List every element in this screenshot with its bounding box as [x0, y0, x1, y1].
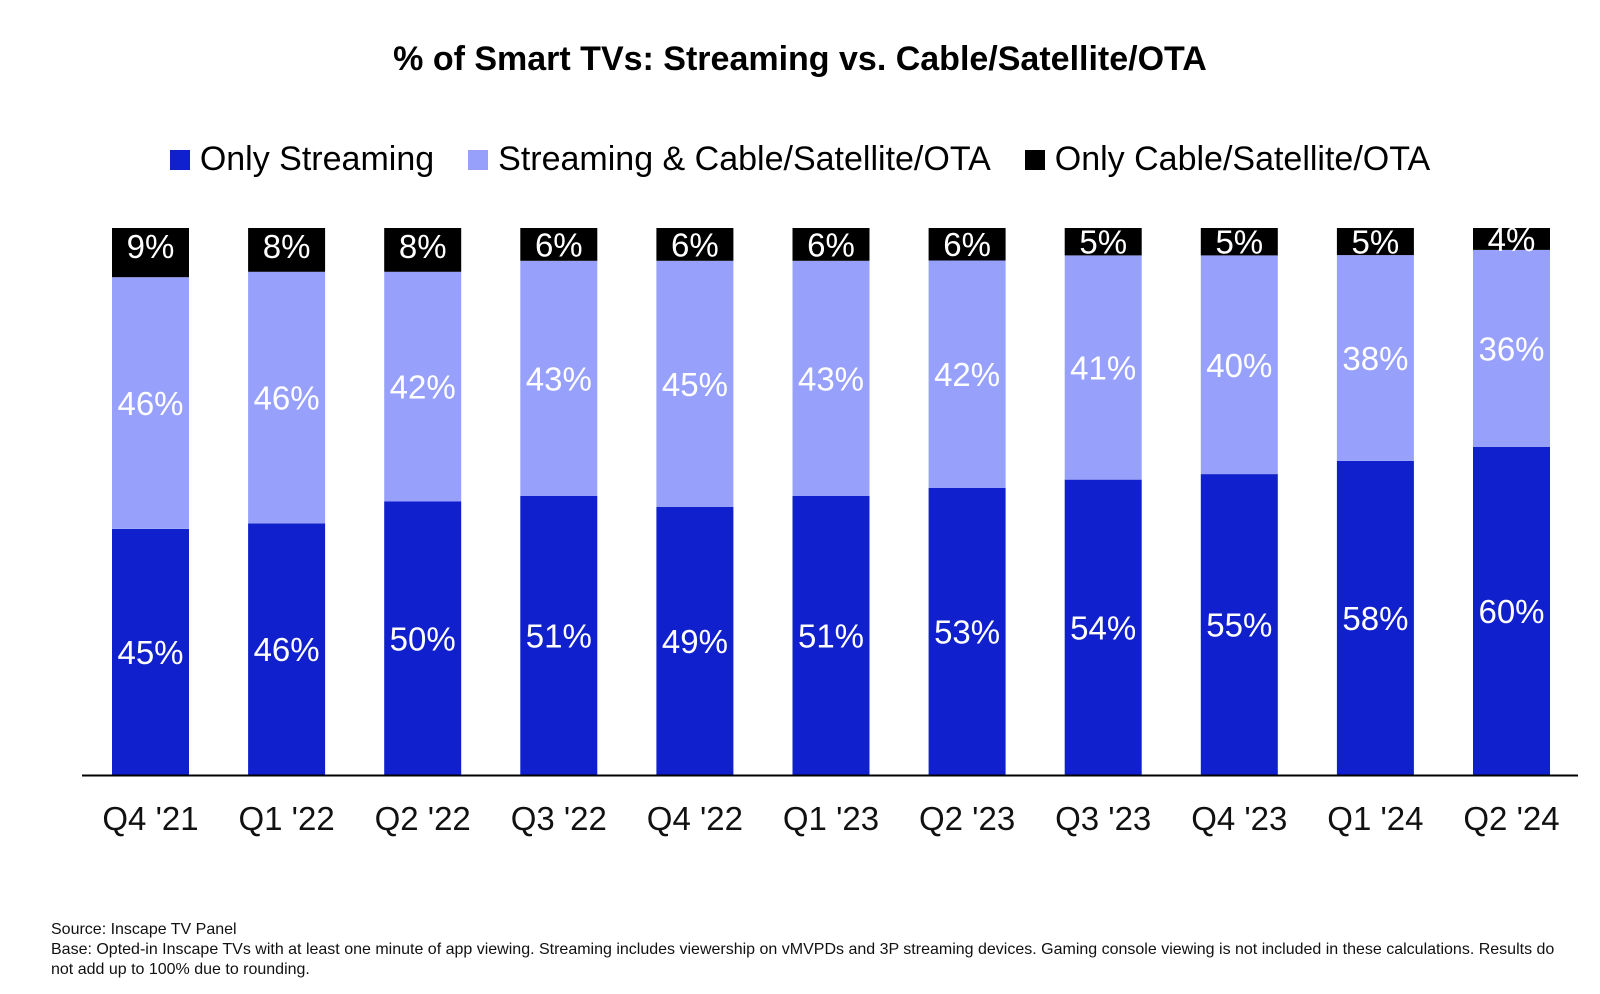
bar-segment-streaming-cable-satellite-ota-q2-24	[1473, 249, 1550, 447]
bar-segment-only-cable-satellite-ota-q3-22	[520, 228, 598, 261]
data-label-only-cable-satellite-ota-q2-22: 8%	[399, 228, 447, 265]
bar-segment-streaming-cable-satellite-ota-q1-22	[248, 271, 326, 524]
x-tick-label-q2-23: Q2 '23	[919, 800, 1015, 837]
legend-swatch-only-streaming	[169, 149, 190, 170]
footnote-source: Source: Inscape TV Panel	[51, 921, 237, 938]
data-label-streaming-cable-satellite-ota-q1-22: 46%	[254, 380, 320, 417]
bar-segment-streaming-cable-satellite-ota-q2-22	[384, 271, 462, 502]
bar-segment-streaming-cable-satellite-ota-q1-24	[1336, 255, 1414, 461]
bar-segment-only-cable-satellite-ota-q1-23	[792, 228, 870, 261]
x-tick-label-q1-23: Q1 '23	[783, 800, 879, 837]
bar-segment-streaming-cable-satellite-ota-q4-23	[1200, 255, 1278, 475]
bar-segment-only-cable-satellite-ota-q4-22	[656, 228, 734, 261]
x-tick-label-q3-23: Q3 '23	[1055, 800, 1151, 837]
data-label-only-streaming-q4-22: 49%	[662, 623, 728, 660]
bar-segment-only-streaming-q3-23	[1064, 479, 1142, 775]
data-label-only-streaming-q1-22: 46%	[254, 631, 320, 668]
data-label-only-streaming-q2-22: 50%	[390, 620, 456, 657]
stacked-bar-chart: 45% 46% 9% Q4 '21 46% 46% 8% Q1 '22 50% 42% 8% Q2 '…	[82, 221, 1578, 837]
bar-segment-only-streaming-q4-21	[112, 528, 189, 776]
bar-segment-only-cable-satellite-ota-q3-23	[1064, 228, 1142, 256]
bar-segment-streaming-cable-satellite-ota-q2-23	[928, 260, 1006, 488]
x-tick-label-q4-23: Q4 '23	[1191, 800, 1287, 837]
data-label-only-streaming-q4-21: 45%	[117, 634, 183, 671]
data-label-only-cable-satellite-ota-q4-23: 5%	[1215, 224, 1263, 261]
bar-segment-streaming-cable-satellite-ota-q1-23	[792, 260, 870, 496]
x-tick-label-q4-21: Q4 '21	[102, 800, 198, 837]
data-label-streaming-cable-satellite-ota-q4-22: 45%	[662, 366, 728, 403]
data-label-only-cable-satellite-ota-q2-23: 6%	[943, 226, 991, 263]
chart-title: % of Smart TVs: Streaming vs. Cable/Sate…	[393, 40, 1207, 78]
data-label-streaming-cable-satellite-ota-q2-22: 42%	[390, 369, 456, 406]
bar-segment-only-cable-satellite-ota-q4-23	[1200, 228, 1278, 256]
bar-segment-streaming-cable-satellite-ota-q3-22	[520, 260, 598, 496]
bar-segment-only-streaming-q2-23	[928, 488, 1006, 775]
data-label-only-streaming-q3-23: 54%	[1070, 609, 1136, 646]
bar-segment-only-cable-satellite-ota-q2-23	[928, 228, 1006, 261]
legend-label-only-streaming: Only Streaming	[199, 140, 435, 178]
bar-segment-only-cable-satellite-ota-q1-24	[1336, 228, 1414, 256]
bar-segment-streaming-cable-satellite-ota-q3-23	[1064, 255, 1142, 480]
bar-segment-only-cable-satellite-ota-q2-22	[384, 228, 462, 272]
bar-segment-only-streaming-q4-23	[1200, 474, 1278, 775]
legend-label-only-cable: Only Cable/Satellite/OTA	[1054, 140, 1431, 178]
data-label-only-streaming-q4-23: 55%	[1206, 607, 1272, 644]
data-label-only-streaming-q1-24: 58%	[1342, 600, 1408, 637]
data-label-streaming-cable-satellite-ota-q4-23: 40%	[1206, 347, 1272, 384]
data-label-streaming-cable-satellite-ota-q2-23: 42%	[934, 356, 1000, 393]
legend-label-streaming-and-cable: Streaming & Cable/Satellite/OTA	[498, 140, 991, 178]
x-tick-label-q1-22: Q1 '22	[238, 800, 334, 837]
data-label-only-streaming-q2-23: 53%	[934, 614, 1000, 651]
bar-segment-only-streaming-q2-24	[1473, 446, 1550, 775]
data-label-only-cable-satellite-ota-q3-22: 6%	[535, 226, 583, 263]
data-label-only-streaming-q3-22: 51%	[526, 618, 592, 655]
data-label-only-cable-satellite-ota-q1-23: 6%	[807, 226, 855, 263]
legend: Only Streaming Streaming & Cable/Satelli…	[0, 140, 1600, 179]
legend-item-only-cable: Only Cable/Satellite/OTA	[1024, 140, 1431, 179]
bar-segment-only-streaming-q1-23	[792, 496, 870, 775]
data-label-only-cable-satellite-ota-q1-22: 8%	[263, 228, 311, 265]
bar-segment-only-cable-satellite-ota-q2-24	[1473, 228, 1550, 250]
data-label-streaming-cable-satellite-ota-q3-22: 43%	[526, 360, 592, 397]
data-label-only-cable-satellite-ota-q4-21: 9%	[127, 228, 175, 265]
data-label-streaming-cable-satellite-ota-q4-21: 46%	[117, 385, 183, 422]
legend-item-only-streaming: Only Streaming	[169, 140, 435, 179]
legend-item-streaming-and-cable: Streaming & Cable/Satellite/OTA	[468, 140, 991, 179]
data-label-streaming-cable-satellite-ota-q3-23: 41%	[1070, 350, 1136, 387]
data-label-streaming-cable-satellite-ota-q1-23: 43%	[798, 360, 864, 397]
bar-segment-only-cable-satellite-ota-q4-21	[112, 228, 189, 278]
x-tick-label-q1-24: Q1 '24	[1327, 800, 1423, 837]
x-tick-label-q4-22: Q4 '22	[647, 800, 743, 837]
x-tick-label-q2-24: Q2 '24	[1463, 800, 1559, 837]
bar-segment-streaming-cable-satellite-ota-q4-22	[656, 260, 734, 507]
x-tick-label-q2-22: Q2 '22	[375, 800, 471, 837]
data-label-only-cable-satellite-ota-q3-23: 5%	[1079, 224, 1127, 261]
data-label-only-streaming-q1-23: 51%	[798, 618, 864, 655]
data-label-only-streaming-q2-24: 60%	[1478, 593, 1544, 630]
bar-segment-streaming-cable-satellite-ota-q4-21	[112, 277, 189, 529]
bar-segment-only-streaming-q3-22	[520, 496, 598, 775]
legend-swatch-only-cable	[1024, 149, 1045, 170]
data-label-streaming-cable-satellite-ota-q2-24: 36%	[1478, 330, 1544, 367]
data-label-only-cable-satellite-ota-q2-24: 4%	[1488, 221, 1536, 258]
data-label-only-cable-satellite-ota-q4-22: 6%	[671, 226, 719, 263]
x-tick-label-q3-22: Q3 '22	[511, 800, 607, 837]
data-label-only-cable-satellite-ota-q1-24: 5%	[1352, 224, 1400, 261]
data-label-streaming-cable-satellite-ota-q1-24: 38%	[1342, 340, 1408, 377]
bar-segment-only-streaming-q4-22	[656, 507, 734, 775]
bar-segment-only-streaming-q2-22	[384, 501, 462, 775]
bar-segment-only-streaming-q1-22	[248, 523, 326, 775]
footnote-base: Base: Opted-in Inscape TVs with at least…	[51, 941, 1555, 978]
bar-segment-only-streaming-q1-24	[1336, 460, 1414, 775]
bar-segment-only-cable-satellite-ota-q1-22	[248, 228, 326, 272]
legend-swatch-streaming-and-cable	[468, 149, 489, 170]
footnote: Source: Inscape TV Panel Base: Opted-in …	[51, 920, 1571, 980]
